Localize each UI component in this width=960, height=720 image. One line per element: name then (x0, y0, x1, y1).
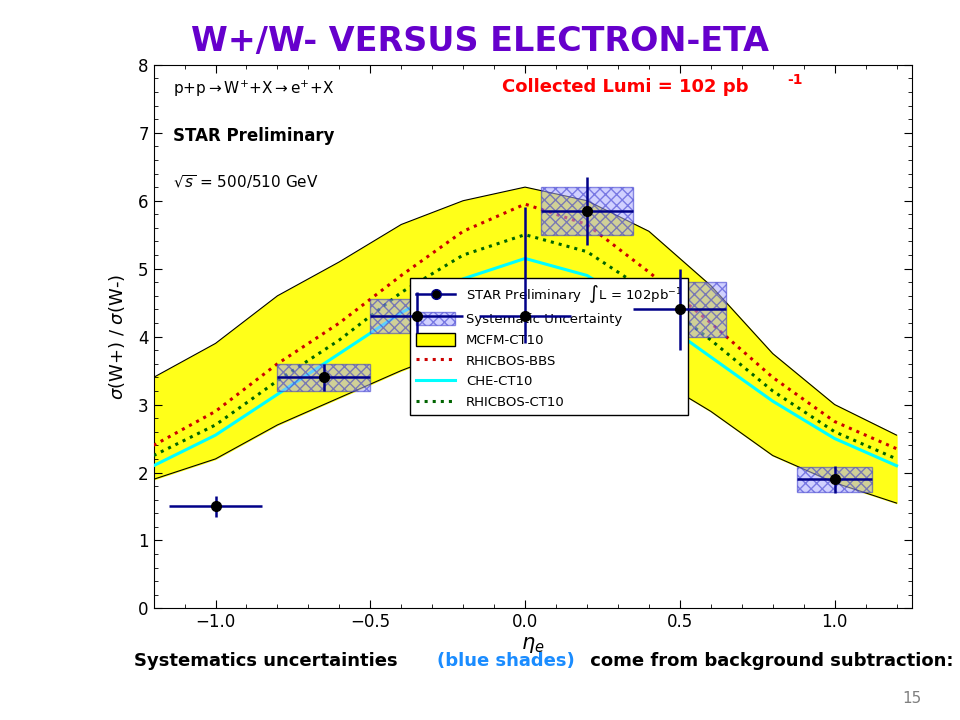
Bar (540, 187, 634, 235)
Text: come from background subtraction:: come from background subtraction: (584, 652, 953, 670)
Bar (371, 300, 463, 333)
Text: p+p$\rightarrow$W$^{+}$+X$\rightarrow$e$^{+}$+X: p+p$\rightarrow$W$^{+}$+X$\rightarrow$e$… (173, 78, 334, 99)
Text: -1: -1 (787, 73, 803, 87)
Bar (277, 364, 371, 391)
Text: (blue shades): (blue shades) (437, 652, 574, 670)
X-axis label: $\eta_e$: $\eta_e$ (521, 636, 544, 655)
Text: Systematics uncertainties: Systematics uncertainties (134, 652, 404, 670)
Bar (479, 302, 571, 330)
Y-axis label: $\sigma$(W+) / $\sigma$(W-): $\sigma$(W+) / $\sigma$(W-) (107, 274, 127, 400)
Text: STAR Preliminary: STAR Preliminary (173, 127, 334, 145)
Bar (634, 282, 727, 337)
Text: $\sqrt{s}$ = 500/510 GeV: $\sqrt{s}$ = 500/510 GeV (173, 174, 318, 192)
Text: Collected Lumi = 102 pb: Collected Lumi = 102 pb (502, 78, 749, 96)
Bar (798, 467, 872, 492)
Text: 15: 15 (902, 690, 922, 706)
Legend: STAR Preliminary  $\int$L = 102pb$^{-1}$, Systematic Uncertainty, MCFM-CT10, RHI: STAR Preliminary $\int$L = 102pb$^{-1}$,… (411, 278, 687, 415)
Text: W+/W- VERSUS ELECTRON-ETA: W+/W- VERSUS ELECTRON-ETA (191, 25, 769, 58)
